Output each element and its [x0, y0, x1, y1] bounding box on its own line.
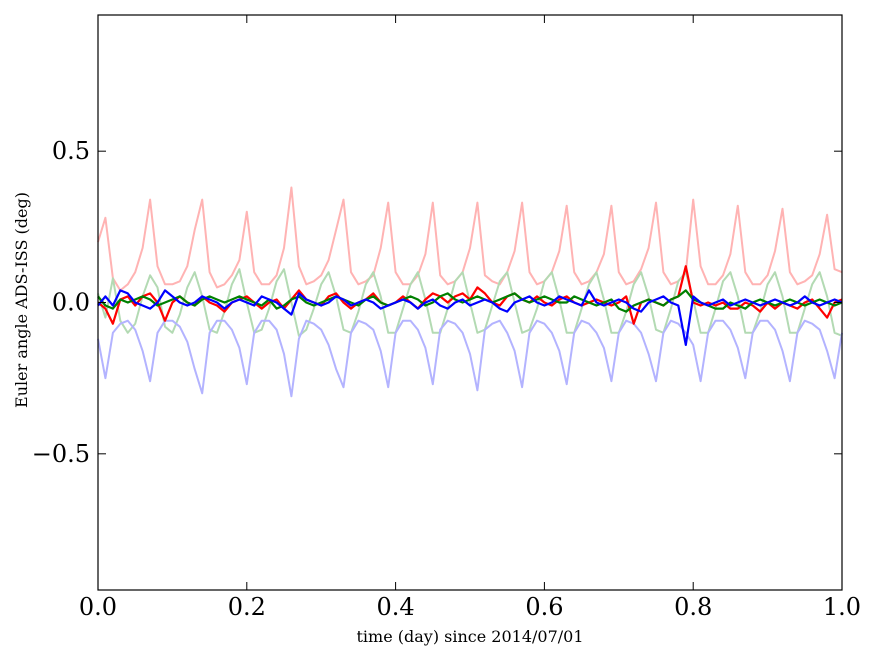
x-tick-label-0: 0.0	[79, 593, 117, 621]
series-line-6	[97, 289, 843, 346]
y-tick-label-0: −0.5	[32, 440, 90, 468]
x-tick-label-3: 0.6	[525, 593, 563, 621]
x-tick-label-2: 0.4	[377, 593, 415, 621]
series-layer	[97, 186, 843, 398]
series-line-2	[97, 268, 843, 337]
series-line-5	[97, 289, 843, 313]
tick-layer: 0.0 0.2 0.4 0.6 0.8 1.0 −0.5 0.0 0.5	[32, 15, 861, 621]
x-tick-label-1: 0.2	[228, 593, 266, 621]
x-tick-label-5: 1.0	[823, 593, 861, 621]
y-tick-label-1: 0.0	[52, 289, 90, 317]
y-axis-label: Euler angle ADS-ISS (deg)	[12, 192, 31, 408]
series-line-3	[97, 319, 843, 398]
y-tick-label-2: 0.5	[52, 137, 90, 165]
series-line-1	[97, 186, 843, 292]
x-tick-label-4: 0.8	[674, 593, 712, 621]
x-axis-label: time (day) since 2014/07/01	[356, 627, 583, 646]
